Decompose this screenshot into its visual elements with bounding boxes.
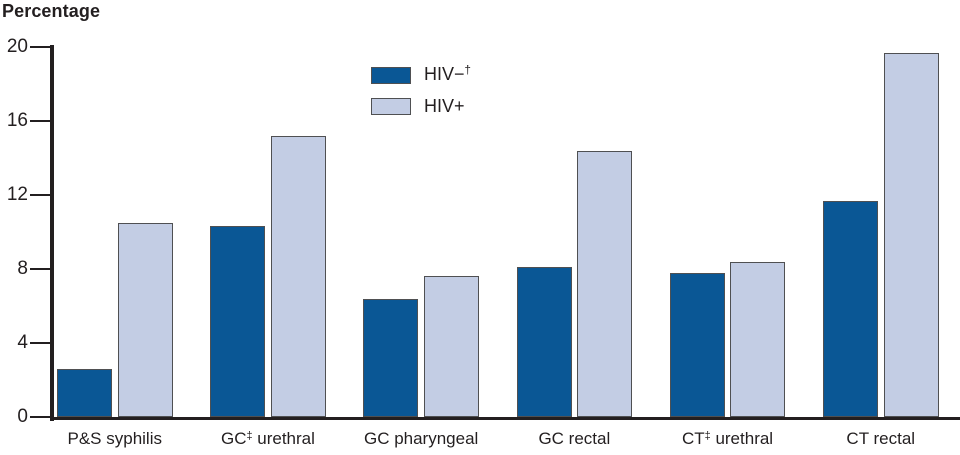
- x-category-label: GC rectal: [538, 429, 611, 448]
- bar-hiv-negative: [669, 272, 725, 417]
- x-category-label: GC pharyngeal: [363, 429, 479, 448]
- legend-label: HIV+: [424, 96, 465, 116]
- y-tick-label: 16: [6, 110, 28, 131]
- bar-hiv-positive: [730, 261, 786, 417]
- bar-hiv-positive: [577, 150, 633, 417]
- y-tick-label: 4: [17, 332, 28, 353]
- legend-swatch: [371, 97, 411, 115]
- y-tick: [30, 415, 50, 419]
- bar-hiv-negative: [363, 298, 419, 417]
- bar-hiv-positive: [423, 276, 479, 417]
- y-tick-label: 20: [6, 36, 28, 57]
- legend: HIV−† HIV+: [371, 65, 471, 126]
- bar-hiv-positive: [883, 52, 939, 417]
- x-axis: [50, 416, 960, 420]
- y-tick: [30, 341, 50, 345]
- x-category-label: CT‡ urethral: [681, 429, 774, 448]
- y-axis: [50, 45, 54, 421]
- x-category-label: GC‡ urethral: [220, 429, 315, 448]
- y-tick-label: 0: [17, 406, 28, 427]
- bar-hiv-negative: [57, 368, 112, 417]
- bar-hiv-negative: [210, 226, 266, 417]
- bar-hiv-negative: [516, 267, 572, 417]
- legend-item: HIV+: [371, 97, 471, 115]
- legend-label: HIV−†: [424, 64, 471, 84]
- legend-item: HIV−†: [371, 65, 471, 86]
- y-tick: [30, 193, 50, 197]
- y-tick: [30, 45, 50, 49]
- x-category-label: CT rectal: [846, 429, 916, 448]
- y-tick: [30, 267, 50, 271]
- y-tick-label: 8: [17, 258, 28, 279]
- y-tick: [30, 119, 50, 123]
- bar-hiv-positive: [117, 222, 173, 417]
- chart-title: Percentage: [2, 1, 101, 21]
- bar-hiv-positive: [270, 135, 326, 417]
- x-category-label: P&S syphilis: [67, 429, 162, 448]
- legend-swatch: [371, 67, 411, 84]
- bar-hiv-negative: [823, 200, 878, 417]
- y-tick-label: 12: [6, 184, 28, 205]
